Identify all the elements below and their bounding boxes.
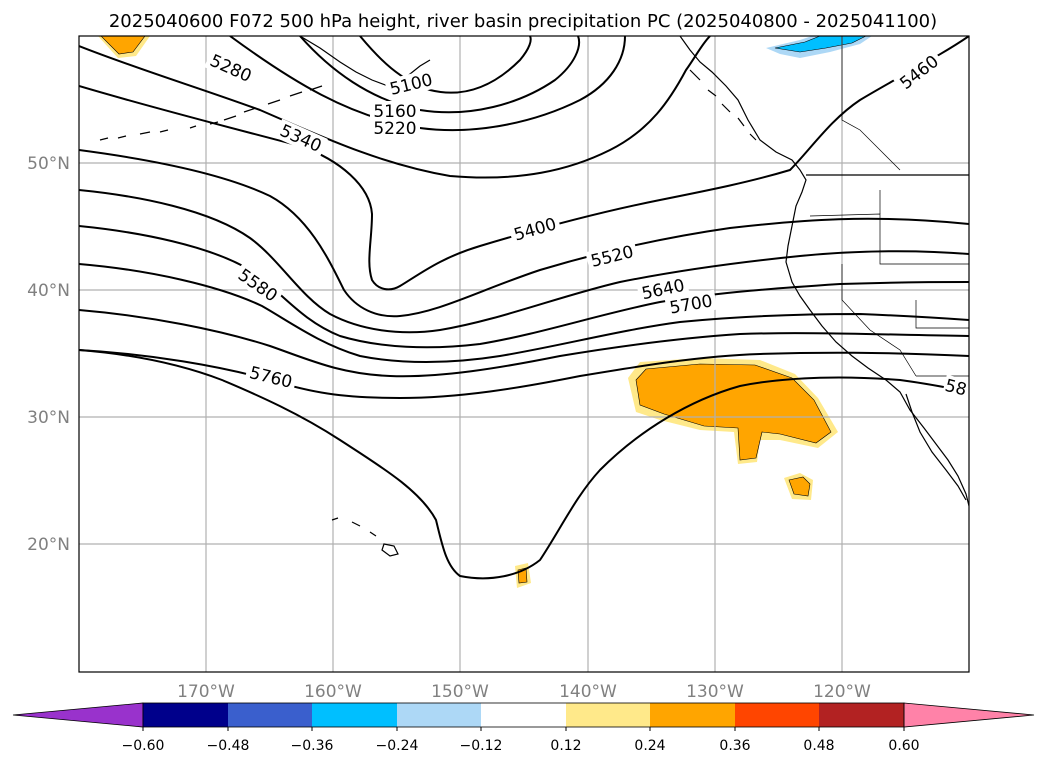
colorbar-tick-10: 0.60 [888, 738, 919, 754]
longitude-labels: 170°W 160°W 150°W 140°W 130°W 120°W [177, 682, 871, 702]
colorbar-bin-5 [481, 703, 566, 727]
graticule [79, 36, 969, 672]
colorbar-bin-9 [819, 703, 904, 727]
contour-5400 [79, 149, 969, 318]
precip-area-negative-core [774, 36, 867, 53]
contour-5160 [299, 36, 580, 114]
colorbar-tick-6: 0.12 [550, 738, 581, 754]
contour-5460 [79, 189, 969, 334]
colorbar-bin-8 [735, 703, 819, 727]
lon-label-130w: 130°W [686, 682, 744, 702]
colorbar: −0.60 −0.48 −0.36 −0.24 −0.12 0.12 0.24 … [12, 702, 1035, 754]
contour-5760 [79, 349, 969, 580]
boundaries [806, 36, 969, 377]
figure-title: 2025040600 F072 500 hPa height, river ba… [109, 11, 937, 32]
colorbar-tick-8: 0.36 [719, 738, 750, 754]
lat-label-30n: 30°N [27, 408, 70, 428]
colorbar-bin-4 [397, 703, 481, 727]
map-border [78, 35, 970, 673]
colorbar-bin-7 [650, 703, 735, 727]
contour-5220 [229, 36, 626, 132]
aleutian-islands [99, 85, 323, 141]
colorbar-bin-3 [312, 703, 397, 727]
colorbar-tick-3: −0.36 [291, 738, 334, 754]
colorbar-extend-low [12, 702, 144, 728]
hawaii-islands [331, 517, 399, 557]
contour-5640 [79, 309, 969, 378]
lon-label-160w: 160°W [304, 682, 362, 702]
lat-label-40n: 40°N [27, 281, 70, 301]
map-panel: 5280 5100 5160 5220 5340 5400 5460 5520 … [78, 35, 970, 673]
colorbar-bin-2 [228, 703, 312, 727]
contour-5580 [79, 263, 969, 363]
lon-label-140w: 140°W [559, 682, 617, 702]
baja-coast [905, 393, 967, 501]
lat-label-50n: 50°N [27, 154, 70, 174]
colorbar-tick-7: 0.24 [634, 738, 665, 754]
lat-label-20n: 20°N [27, 535, 70, 555]
contour-5280 [79, 36, 711, 179]
north-america-coast [679, 36, 969, 507]
precip-area-small-core [788, 476, 811, 497]
colorbar-extend-high [903, 702, 1035, 728]
lon-label-170w: 170°W [177, 682, 235, 702]
lon-label-120w: 120°W [813, 682, 871, 702]
precip-area-subtropical-core [635, 363, 832, 461]
colorbar-tick-9: 0.48 [803, 738, 834, 754]
precip-shading [98, 36, 872, 588]
colorbar-tick-4: −0.24 [376, 738, 419, 754]
colorbar-bin-1 [143, 703, 228, 727]
contour-5100 [359, 36, 532, 94]
colorbar-bin-6 [566, 703, 650, 727]
colorbar-tick-1: −0.60 [122, 738, 165, 754]
colorbar-tick-2: −0.48 [207, 738, 250, 754]
contour-label-5220: 5220 [373, 119, 416, 139]
alaska-coast [299, 36, 431, 87]
contour-label-5160: 5160 [373, 102, 416, 122]
coastlines [99, 36, 969, 557]
colorbar-tick-5: −0.12 [460, 738, 503, 754]
latitude-labels: 50°N 40°N 30°N 20°N [27, 154, 70, 555]
se-alaska-islands [689, 69, 757, 141]
lon-label-150w: 150°W [431, 682, 489, 702]
precip-area-nw-core [100, 36, 146, 55]
